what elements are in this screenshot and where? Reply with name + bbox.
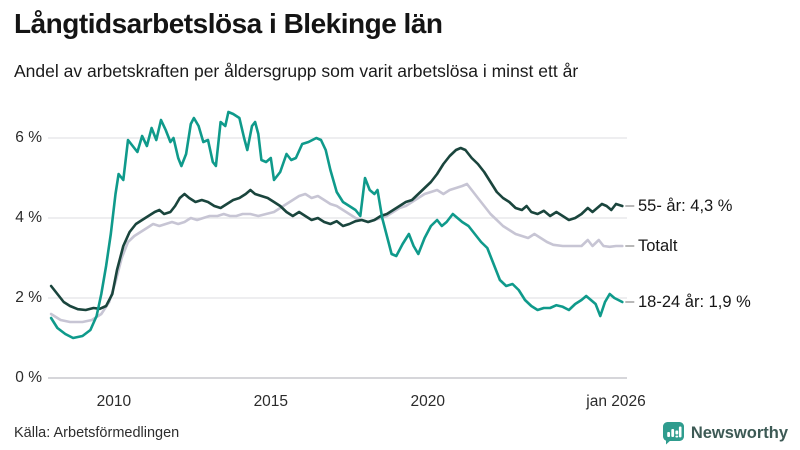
- chart-subtitle: Andel av arbetskraften per åldersgrupp s…: [14, 61, 579, 81]
- brand-name: Newsworthy: [690, 423, 788, 442]
- series-line-1824: [49, 110, 624, 340]
- brand-logo: Newsworthy: [662, 421, 788, 445]
- series-line-totalt: [49, 182, 624, 324]
- x-tick-label-2010: 2010: [96, 393, 132, 410]
- source-note: Källa: Arbetsförmedlingen: [14, 425, 180, 441]
- series-line-55ar: [49, 146, 624, 312]
- y-tick-label-2: 2 %: [15, 289, 42, 306]
- page-title: Långtidsarbetslösa i Blekinge län: [14, 8, 443, 39]
- series-end-label-1824: 18-24 år: 1,9 %: [638, 292, 751, 311]
- series-end-label-55ar: 55- år: 4,3 %: [638, 196, 733, 215]
- y-tick-label-6: 6 %: [15, 129, 42, 146]
- series-end-label-totalt: Totalt: [638, 236, 678, 255]
- x-tick-label-2020: 2020: [410, 393, 445, 410]
- newsworthy-icon: [662, 422, 684, 445]
- x-tick-label-jan-2026: jan 2026: [586, 393, 646, 410]
- y-tick-label-0: 0 %: [15, 369, 42, 386]
- x-tick-label-2015: 2015: [253, 393, 289, 410]
- y-tick-label-4: 4 %: [15, 209, 42, 226]
